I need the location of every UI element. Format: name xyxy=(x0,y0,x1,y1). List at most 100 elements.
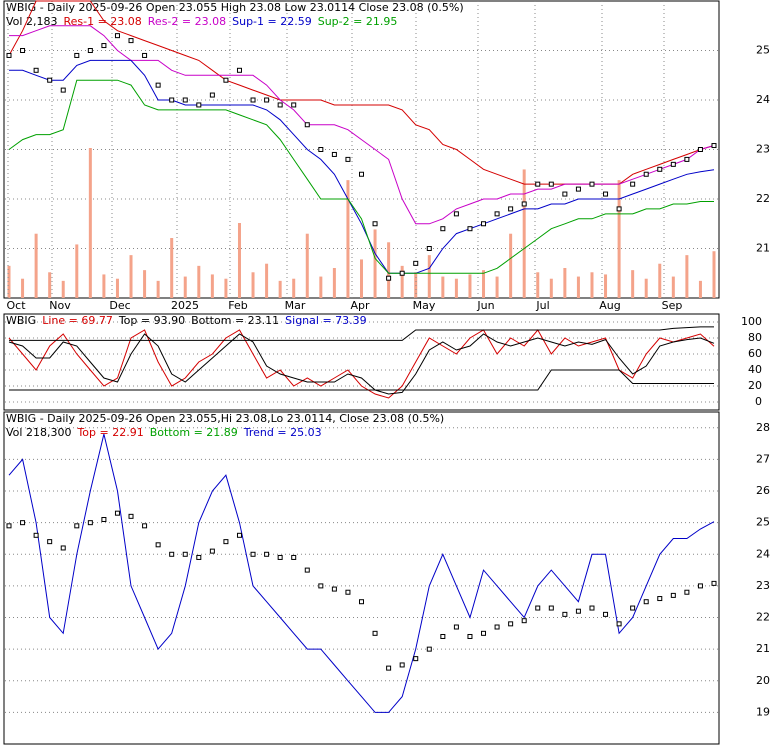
y-tick-label: 19 xyxy=(756,705,770,718)
close-mark xyxy=(413,260,419,266)
volume-bar xyxy=(441,276,445,298)
close-mark xyxy=(236,532,242,538)
y-tick-label: 24 xyxy=(756,547,770,560)
close-mark xyxy=(697,583,703,589)
y-tick-label: 60 xyxy=(748,347,762,360)
close-mark xyxy=(47,539,53,545)
close-mark xyxy=(589,181,595,187)
panel-oscillator xyxy=(3,313,720,411)
close-mark xyxy=(60,87,66,93)
close-mark xyxy=(304,567,310,573)
close-mark xyxy=(359,599,364,605)
close-mark xyxy=(318,583,324,589)
close-mark xyxy=(47,77,53,83)
close-mark xyxy=(575,186,581,192)
close-mark xyxy=(386,665,392,671)
close-mark xyxy=(74,52,80,58)
close-mark xyxy=(155,542,161,548)
volume-bar xyxy=(7,265,11,298)
close-mark xyxy=(318,147,324,152)
close-mark xyxy=(101,43,107,49)
close-mark xyxy=(684,156,690,162)
legend-entry: Bottom = 23.11 xyxy=(191,314,279,327)
volume-bar xyxy=(590,272,594,298)
series-line xyxy=(9,326,714,341)
legend: WBIG Line = 69.77 Top = 93.90 Bottom = 23.1… xyxy=(6,314,367,327)
x-tick-label: Mar xyxy=(285,299,306,312)
series-line xyxy=(8,329,715,399)
series-line xyxy=(9,59,715,274)
volume-bar xyxy=(75,244,79,298)
x-tick-label: Nov xyxy=(49,299,71,312)
close-mark xyxy=(209,548,215,554)
volume-bar xyxy=(102,274,106,298)
y-tick-label: 0 xyxy=(755,395,762,408)
close-mark xyxy=(6,52,12,58)
volume-bar xyxy=(346,180,350,298)
legend: Vol 218,300 Top = 22.91 Bottom = 21.89 Tren… xyxy=(6,426,322,439)
close-mark xyxy=(494,624,500,630)
close-mark xyxy=(657,596,663,602)
close-mark xyxy=(508,621,514,627)
y-tick-label: 20 xyxy=(756,674,770,687)
y-tick-label: 40 xyxy=(748,363,762,376)
close-mark xyxy=(575,608,581,614)
volume-bar xyxy=(224,278,228,298)
volume-bar xyxy=(604,274,608,298)
y-tick-label: 21 xyxy=(756,242,770,255)
close-mark xyxy=(169,97,175,103)
close-mark xyxy=(467,633,473,639)
volume-bar xyxy=(305,233,309,298)
volume-bar xyxy=(617,180,621,298)
volume-bar xyxy=(143,270,147,298)
y-tick-label: 80 xyxy=(748,331,762,344)
close-mark xyxy=(142,523,148,529)
legend-entry: Sup-2 = 21.95 xyxy=(318,15,398,28)
close-mark xyxy=(196,554,202,560)
y-tick-label: 26 xyxy=(756,484,770,497)
close-mark xyxy=(182,97,188,103)
legend-entry: Res-2 = 23.08 xyxy=(148,15,226,28)
close-mark xyxy=(345,589,351,595)
legend-entry: WBIG xyxy=(6,314,36,327)
volume-bar xyxy=(685,255,689,298)
close-mark xyxy=(616,621,622,627)
close-mark xyxy=(426,646,432,652)
series-line xyxy=(9,369,714,391)
volume-bar xyxy=(197,265,201,298)
close-mark xyxy=(386,275,392,281)
x-tick-label: May xyxy=(413,299,436,312)
close-mark xyxy=(264,551,270,557)
close-mark xyxy=(291,102,297,108)
close-mark xyxy=(372,630,378,636)
legend-entry: Sup-1 = 22.59 xyxy=(232,15,312,28)
close-mark xyxy=(128,513,134,519)
close-mark xyxy=(264,97,270,103)
close-mark xyxy=(74,523,80,529)
volume-bar xyxy=(210,274,214,298)
close-mark xyxy=(684,589,690,595)
close-mark xyxy=(209,92,215,98)
volume-bar xyxy=(482,270,486,298)
close-mark xyxy=(711,143,717,149)
volume-bar xyxy=(536,272,540,298)
close-mark xyxy=(114,33,120,39)
close-mark xyxy=(196,102,202,108)
volume-bar xyxy=(115,278,119,298)
close-mark xyxy=(657,166,663,172)
series-line xyxy=(8,433,715,713)
close-mark xyxy=(87,520,93,526)
y-tick-label: 100 xyxy=(741,315,762,328)
y-tick-label: 25 xyxy=(756,44,770,57)
volume-bar xyxy=(522,169,526,298)
close-mark xyxy=(101,517,107,523)
y-tick-label: 24 xyxy=(756,93,770,106)
volume-bar xyxy=(183,276,187,298)
legend-entry: Res-1 = 23.08 xyxy=(63,15,141,28)
x-tick-label: 2025 xyxy=(171,299,199,312)
close-mark xyxy=(643,599,649,605)
x-tick-label: Jul xyxy=(535,299,549,312)
volume-bar xyxy=(170,238,174,298)
volume-bar xyxy=(129,255,133,298)
